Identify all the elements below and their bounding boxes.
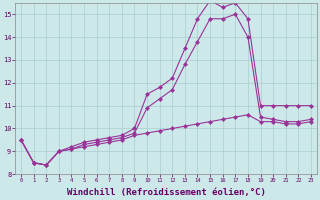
- X-axis label: Windchill (Refroidissement éolien,°C): Windchill (Refroidissement éolien,°C): [67, 188, 265, 197]
